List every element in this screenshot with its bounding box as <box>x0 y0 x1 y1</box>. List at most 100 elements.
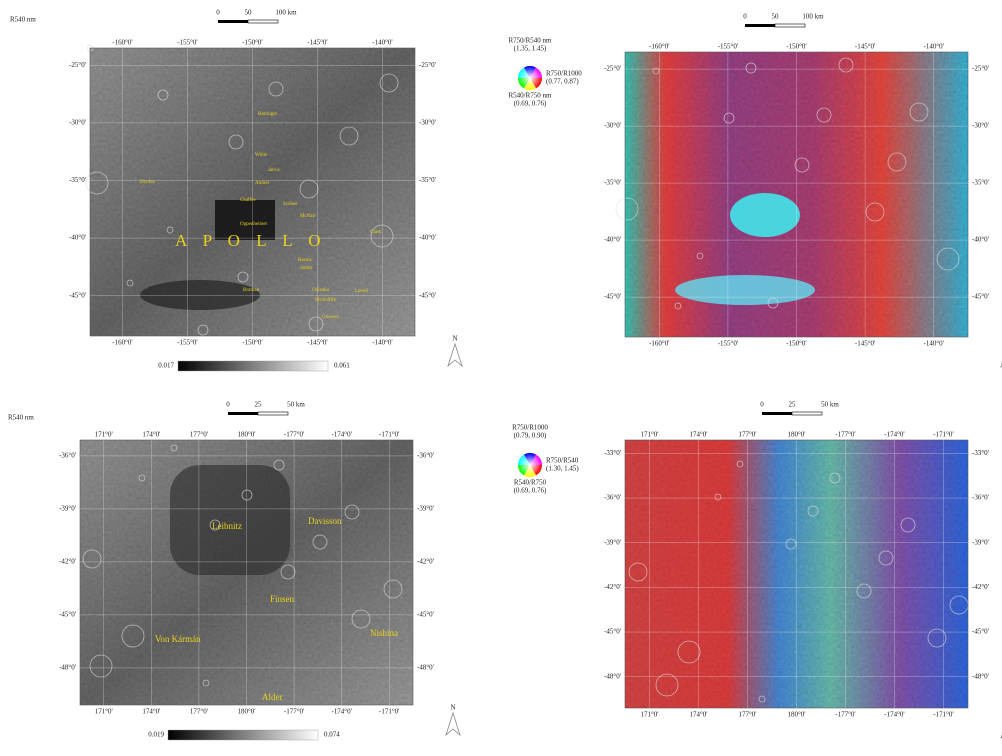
lon-tick-label: -145°0' <box>307 339 327 347</box>
crater-name: Scobee <box>283 202 298 207</box>
lat-tick-label: -25°0' <box>419 61 436 69</box>
scale-bar <box>792 412 822 415</box>
cyan-region <box>675 275 815 305</box>
lon-tick-label: 174°0' <box>689 431 707 439</box>
crater-name: McNair <box>300 214 316 219</box>
dark-mare <box>170 465 290 575</box>
north-label: N <box>452 335 457 343</box>
crater-name: Grissom <box>322 315 339 320</box>
crater-name: Borman <box>243 288 260 293</box>
lon-tick-label: 174°0' <box>142 431 160 439</box>
scale-label: 25 <box>789 401 797 409</box>
lat-tick-label: -48°0' <box>604 672 621 680</box>
lon-tick-label: -140°0' <box>372 39 392 47</box>
lon-tick-label: -140°0' <box>923 340 943 348</box>
scale-label: 0 <box>743 13 747 21</box>
lat-tick-label: -25°0' <box>69 61 86 69</box>
lon-tick-label: -177°0' <box>284 708 304 716</box>
lon-tick-label: 177°0' <box>190 431 208 439</box>
lon-tick-label: -160°0' <box>649 43 669 51</box>
lat-tick-label: -48°0' <box>972 672 989 680</box>
lat-tick-label: -42°0' <box>604 583 621 591</box>
crater-name: Smith <box>300 266 312 271</box>
lat-tick-label: -36°0' <box>972 494 989 502</box>
crater-name: Chaffee <box>240 198 257 203</box>
wheel-top-range: (0.79, 0.90) <box>514 432 547 440</box>
figure: -160°0' -160°0' -155°0' -155°0' -150°0' -150°… <box>0 0 1002 756</box>
lon-tick-label: -174°0' <box>884 431 904 439</box>
lon-tick-label: -145°0' <box>855 340 875 348</box>
crater-name: Nishina <box>370 628 398 638</box>
lat-tick-label: -35°0' <box>604 179 621 187</box>
lon-tick-label: -174°0' <box>331 708 351 716</box>
north-arrow <box>448 344 462 366</box>
lat-tick-label: -35°0' <box>972 179 989 187</box>
lat-tick-label: -40°0' <box>419 234 436 242</box>
lon-tick-label: -177°0' <box>835 431 855 439</box>
lat-tick-label: -42°0' <box>59 558 76 566</box>
crater-name: Dryden <box>140 180 155 185</box>
crater-name: Von Kármán <box>155 634 201 644</box>
lon-tick-label: -174°0' <box>331 431 351 439</box>
lat-tick-label: -45°0' <box>972 628 989 636</box>
lat-tick-label: -42°0' <box>972 583 989 591</box>
crater-name: Lovell <box>355 289 369 294</box>
lat-tick-label: -36°0' <box>417 452 434 460</box>
lon-tick-label: 177°0' <box>738 431 756 439</box>
lon-tick-label: -150°0' <box>242 339 262 347</box>
scale-label: 50 km <box>287 401 305 409</box>
lon-tick-label: -155°0' <box>718 43 738 51</box>
crater-name: Barringer <box>258 112 277 117</box>
lat-tick-label: -39°0' <box>604 538 621 546</box>
lon-tick-label: 177°0' <box>738 711 756 719</box>
lon-tick-label: -155°0' <box>718 340 738 348</box>
lat-tick-label: -39°0' <box>417 505 434 513</box>
lon-tick-label: -171°0' <box>933 431 953 439</box>
crater-name: White <box>255 153 268 158</box>
wheel-left: R540/R750 <box>514 479 547 487</box>
lon-tick-label: 171°0' <box>95 431 113 439</box>
lat-tick-label: -42°0' <box>417 558 434 566</box>
lon-tick-label: 180°0' <box>237 708 255 716</box>
colorbar-max: 0.061 <box>334 362 350 370</box>
wheel-left-range: (0.69, 0.76) <box>514 100 547 108</box>
wheel-right: R750/R1000 <box>546 70 582 78</box>
lon-tick-label: -160°0' <box>112 339 132 347</box>
crater-name: Oppenheimer <box>240 222 268 227</box>
lon-tick-label: -171°0' <box>379 431 399 439</box>
lat-tick-label: -30°0' <box>419 118 436 126</box>
crater-name: McAuliffe <box>315 298 337 303</box>
scale-bar <box>218 20 248 23</box>
lon-tick-label: -150°0' <box>786 43 806 51</box>
color-wheel <box>518 453 542 477</box>
lon-tick-label: -177°0' <box>835 711 855 719</box>
lon-tick-label: -171°0' <box>379 708 399 716</box>
lon-tick-label: 174°0' <box>142 708 160 716</box>
lat-tick-label: -35°0' <box>69 176 86 184</box>
colorbar <box>178 361 328 371</box>
lat-tick-label: -33°0' <box>604 449 621 457</box>
lon-tick-label: -177°0' <box>284 431 304 439</box>
lon-tick-label: 171°0' <box>640 711 658 719</box>
color-wheel <box>518 66 542 90</box>
lon-tick-label: -160°0' <box>649 340 669 348</box>
lon-tick-label: 180°0' <box>787 431 805 439</box>
lat-tick-label: -45°0' <box>604 293 621 301</box>
scale-label: 0 <box>760 401 764 409</box>
lat-tick-label: -36°0' <box>604 494 621 502</box>
lon-tick-label: -140°0' <box>372 339 392 347</box>
lat-tick-label: -45°0' <box>604 628 621 636</box>
panel-label: R540 nm <box>8 414 34 422</box>
lat-tick-label: -40°0' <box>69 234 86 242</box>
lat-tick-label: -48°0' <box>417 664 434 672</box>
north-label: N <box>450 704 455 712</box>
cyan-region <box>730 193 800 237</box>
lon-tick-label: -155°0' <box>177 39 197 47</box>
crater-name: Leibnitz <box>212 521 242 531</box>
lon-tick-label: -150°0' <box>786 340 806 348</box>
panel-label: R540 nm <box>10 16 36 24</box>
lat-tick-label: -30°0' <box>972 122 989 130</box>
lat-tick-label: -45°0' <box>419 291 436 299</box>
lat-tick-label: -30°0' <box>69 118 86 126</box>
lon-tick-label: -155°0' <box>177 339 197 347</box>
